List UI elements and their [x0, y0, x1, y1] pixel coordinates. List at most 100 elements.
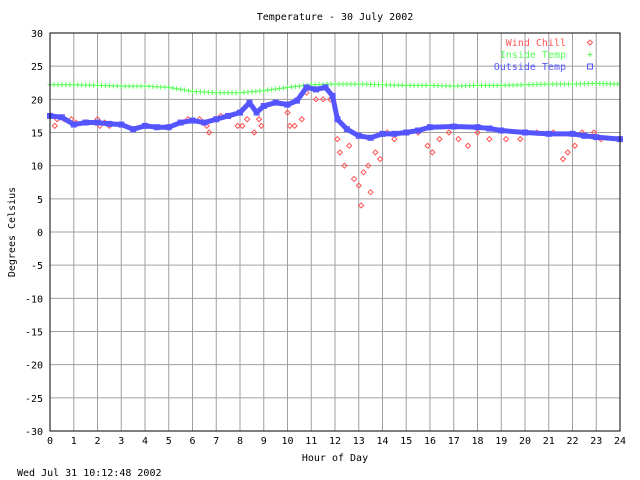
x-tick-label: 20: [519, 436, 531, 447]
x-tick-label: 12: [329, 436, 341, 447]
y-tick-label: 10: [31, 162, 43, 173]
outside-temp-point: [294, 97, 300, 104]
wind-chill-point: [517, 135, 524, 143]
outside-temp-point: [355, 132, 362, 139]
x-tick-label: 23: [590, 436, 602, 447]
inside-temp-point: [269, 87, 275, 93]
outside-temp-point: [142, 122, 148, 129]
wind-chill-point: [234, 122, 241, 130]
legend-label: Inside Temp: [500, 50, 566, 61]
y-tick-label: -20: [25, 361, 43, 372]
outside-temp-point: [569, 130, 576, 137]
x-tick-label: 14: [376, 436, 388, 447]
inside-temp-point: [281, 85, 287, 91]
inside-temp-point: [277, 85, 283, 91]
series-inside-temp: [47, 80, 621, 96]
wind-chill-point: [357, 202, 365, 209]
wind-chill-point: [424, 142, 431, 149]
y-tick-label: -5: [31, 261, 43, 272]
outside-temp-point: [450, 123, 457, 130]
y-tick-label: -15: [25, 328, 43, 339]
x-tick-label: 5: [166, 436, 172, 447]
wind-chill-point: [243, 116, 251, 123]
inside-temp-point: [186, 88, 192, 94]
inside-temp-point: [170, 85, 176, 91]
x-tick-label: 10: [281, 436, 293, 447]
wind-chill-point: [334, 135, 341, 143]
x-tick-label: 2: [94, 436, 100, 447]
wind-chill-point: [474, 129, 481, 136]
outside-temp-point: [284, 101, 291, 108]
wind-chill-point: [486, 135, 493, 143]
x-tick-label: 15: [400, 436, 412, 447]
wind-chill-point: [365, 162, 372, 169]
wind-chill-point: [367, 188, 374, 196]
wind-chill-point: [284, 109, 291, 116]
inside-temp-point: [166, 84, 172, 90]
outside-temp-point: [498, 127, 505, 134]
inside-temp-point: [178, 86, 184, 92]
x-tick-label: 24: [614, 436, 626, 447]
wind-chill-point: [251, 129, 258, 136]
outside-temp-point: [581, 132, 588, 139]
inside-temp-point: [265, 87, 271, 93]
wind-chill-point: [319, 96, 327, 103]
y-tick-label: 20: [31, 95, 43, 106]
inside-temp-point: [174, 86, 180, 92]
wind-chill-point: [51, 122, 58, 130]
x-tick-label: 8: [237, 436, 243, 447]
y-tick-label: -25: [25, 394, 43, 405]
outside-temp-point: [322, 84, 329, 91]
inside-temp-point: [587, 52, 593, 57]
legend-label: Wind Chill: [506, 38, 566, 49]
wind-chill-point: [341, 162, 348, 169]
outside-temp-point: [343, 126, 350, 133]
y-tick-label: -10: [25, 294, 43, 305]
outside-temp-point: [58, 114, 65, 121]
wind-chill-point: [372, 149, 379, 156]
wind-chill-point: [464, 142, 472, 149]
x-tick-label: 4: [142, 436, 148, 447]
wind-chill-point: [239, 122, 246, 130]
outside-temp-point: [237, 109, 243, 116]
wind-chill-point: [586, 39, 594, 46]
wind-chill-point: [564, 149, 571, 156]
outside-temp-point: [427, 124, 433, 131]
x-tick-label: 0: [47, 436, 53, 447]
y-tick-labels: 30 25 20 15 10 5 0 -5 -10 -15 -20 -25 -30: [25, 29, 43, 438]
x-tick-label: 6: [189, 436, 195, 447]
x-axis-label: Hour of Day: [302, 453, 368, 464]
outside-temp-point: [379, 130, 386, 137]
outside-temp-point: [415, 127, 422, 134]
inside-temp-point: [261, 88, 267, 94]
outside-temp-point: [486, 125, 493, 132]
outside-temp-point: [201, 119, 208, 126]
outside-temp-point: [253, 109, 260, 116]
outside-temp-point: [260, 102, 267, 109]
wind-chill-point: [571, 142, 579, 149]
outside-temp-point: [118, 121, 125, 128]
x-tick-label: 11: [305, 436, 317, 447]
x-tick-label: 22: [566, 436, 578, 447]
y-tick-label: 25: [31, 62, 43, 73]
wind-chill-point: [286, 122, 294, 130]
outside-temp-point: [474, 124, 481, 131]
outside-temp-point: [272, 99, 279, 106]
outside-temp-point: [213, 116, 220, 123]
outside-temp-point: [153, 124, 160, 131]
x-tick-label: 7: [213, 436, 219, 447]
outside-temp-point: [70, 121, 77, 128]
x-tick-label: 9: [261, 436, 267, 447]
wind-chill-point: [436, 135, 443, 143]
outside-temp-point: [313, 86, 319, 93]
outside-temp-point: [367, 134, 374, 141]
x-tick-label: 16: [424, 436, 436, 447]
inside-temp-point: [615, 81, 621, 87]
wind-chill-point: [429, 149, 436, 156]
outside-temp-point: [334, 116, 341, 123]
wind-chill-point: [455, 135, 462, 143]
plot-frame: [49, 32, 621, 432]
wind-chill-point: [350, 175, 358, 183]
wind-chill-point: [355, 182, 362, 189]
